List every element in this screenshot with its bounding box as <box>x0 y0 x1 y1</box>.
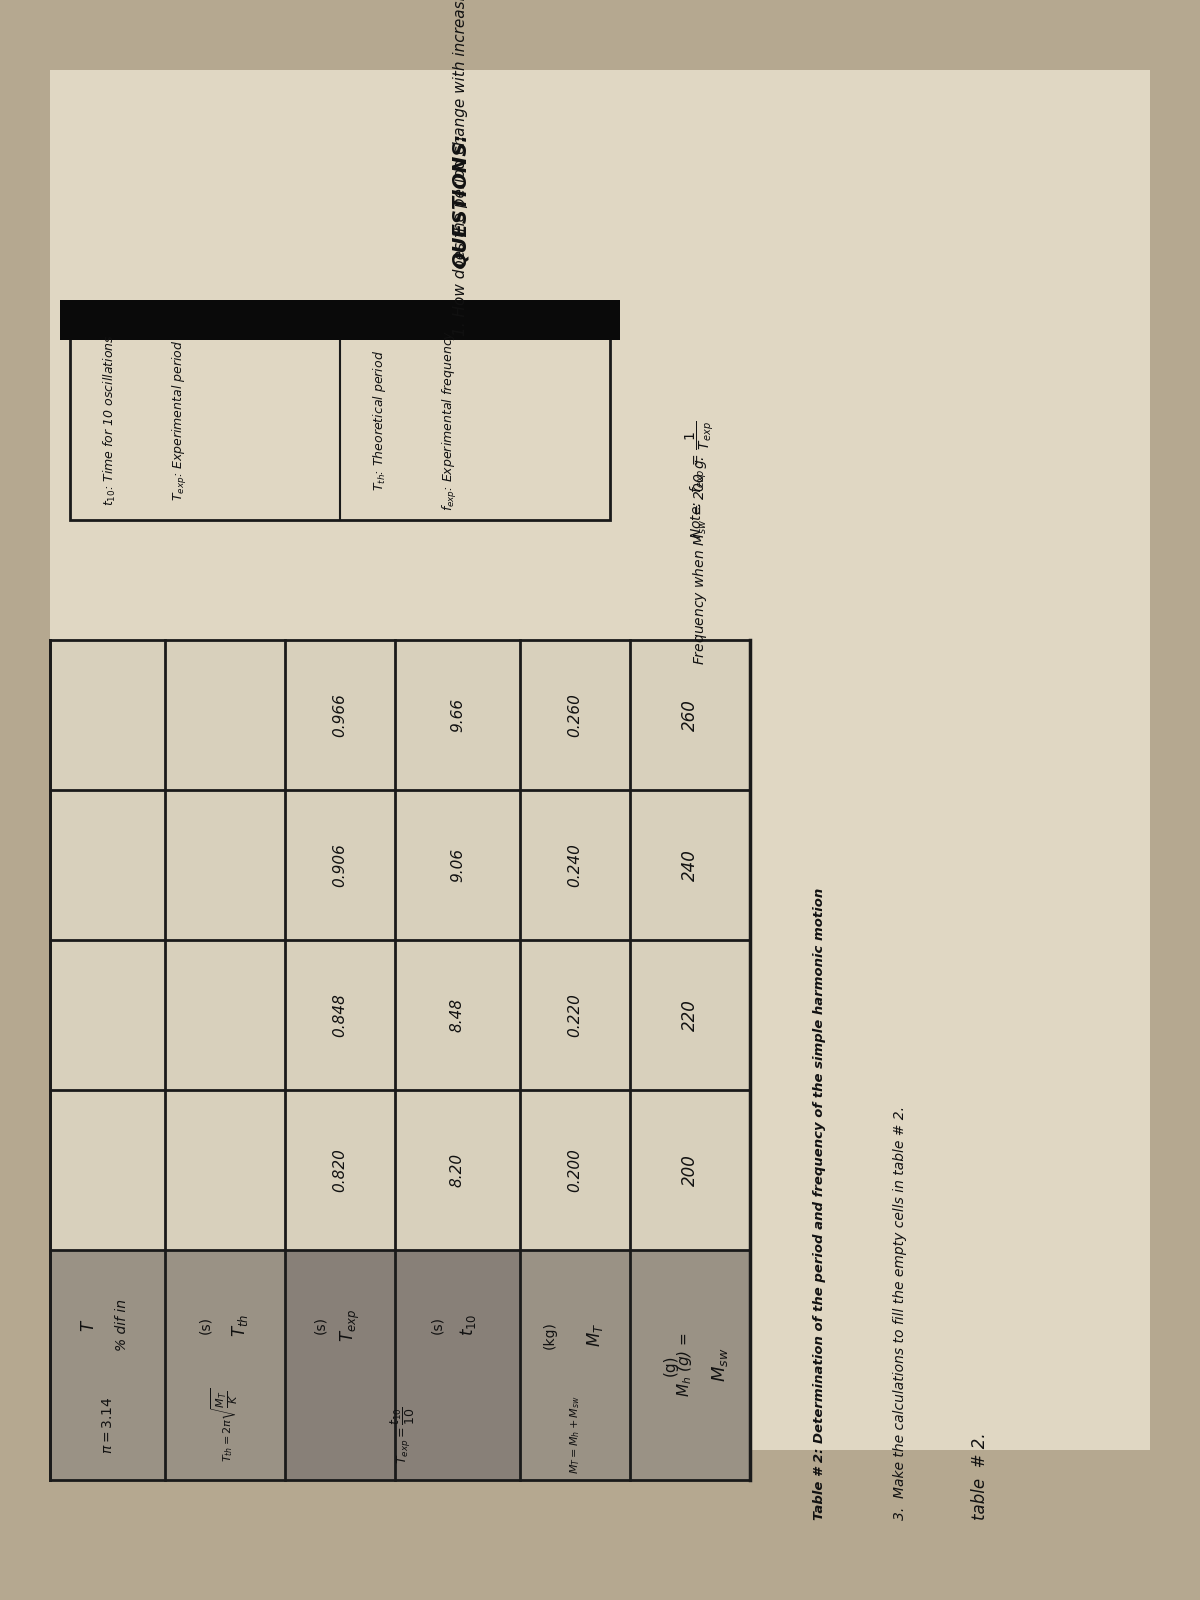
Text: $T_{th}$: Theoretical period: $T_{th}$: Theoretical period <box>372 349 389 491</box>
Polygon shape <box>50 939 750 1090</box>
Polygon shape <box>50 1250 750 1480</box>
Text: $T$: $T$ <box>80 1318 98 1331</box>
Text: 0.848: 0.848 <box>332 994 348 1037</box>
Text: $T_{th}$: $T_{th}$ <box>230 1314 250 1336</box>
Text: Table # 2: Determination of the period and frequency of the simple harmonic moti: Table # 2: Determination of the period a… <box>814 888 827 1520</box>
Polygon shape <box>50 1090 750 1250</box>
Text: $\pi = 3.14$: $\pi = 3.14$ <box>101 1397 114 1454</box>
Text: $M_{sw}$: $M_{sw}$ <box>710 1347 730 1382</box>
Text: (s): (s) <box>198 1315 212 1334</box>
Text: 9.06: 9.06 <box>450 848 466 882</box>
Text: 1. How does the period change with increasing mass?: 1. How does the period change with incre… <box>452 0 468 336</box>
Text: 0.820: 0.820 <box>332 1149 348 1192</box>
Text: $t_{10}$: Time for 10 oscillations: $t_{10}$: Time for 10 oscillations <box>102 334 118 506</box>
Text: % dif in: % dif in <box>115 1299 130 1350</box>
Text: $M_T = M_h + M_{sw}$: $M_T = M_h + M_{sw}$ <box>568 1395 582 1475</box>
Text: $T_{th} = 2\pi\sqrt{\dfrac{M_T}{K}}$: $T_{th} = 2\pi\sqrt{\dfrac{M_T}{K}}$ <box>209 1387 241 1462</box>
Text: 220: 220 <box>682 998 698 1030</box>
Text: $f_{exp}$: Experimental frequency: $f_{exp}$: Experimental frequency <box>442 330 458 510</box>
Text: 9.66: 9.66 <box>450 698 466 733</box>
Polygon shape <box>286 1250 395 1480</box>
Polygon shape <box>50 790 750 939</box>
Text: 200: 200 <box>682 1154 698 1186</box>
Text: $T_{exp}$: $T_{exp}$ <box>338 1309 361 1341</box>
Text: Frequency when $M_{sw}$ = 200 g.: Frequency when $M_{sw}$ = 200 g. <box>691 456 709 664</box>
Polygon shape <box>50 640 750 790</box>
Polygon shape <box>60 301 620 341</box>
Text: 0.220: 0.220 <box>568 994 582 1037</box>
Text: $T_{exp}$: Experimental period: $T_{exp}$: Experimental period <box>172 339 190 501</box>
Text: 3.  Make the calculations to fill the empty cells in table # 2.: 3. Make the calculations to fill the emp… <box>893 1106 907 1520</box>
Text: (kg): (kg) <box>542 1322 557 1349</box>
Text: table  # 2.: table # 2. <box>971 1432 989 1520</box>
Text: 240: 240 <box>682 850 698 882</box>
Text: Note:  $f_{exp}$ = $\dfrac{1}{T_{exp}}$: Note: $f_{exp}$ = $\dfrac{1}{T_{exp}}$ <box>684 421 716 539</box>
Text: 0.260: 0.260 <box>568 693 582 738</box>
Text: QUESTIONS:: QUESTIONS: <box>450 133 469 267</box>
Text: $T_{exp} = \dfrac{t_{10}}{10}$: $T_{exp} = \dfrac{t_{10}}{10}$ <box>389 1406 416 1464</box>
Text: $t_{10}$: $t_{10}$ <box>457 1314 478 1336</box>
Text: (s): (s) <box>313 1315 326 1334</box>
Text: $M_h$ (g) =: $M_h$ (g) = <box>676 1333 695 1397</box>
Text: (s): (s) <box>431 1315 444 1334</box>
Text: 0.966: 0.966 <box>332 693 348 738</box>
Text: 0.906: 0.906 <box>332 843 348 886</box>
FancyBboxPatch shape <box>50 70 1150 1450</box>
Text: 0.200: 0.200 <box>568 1149 582 1192</box>
Ellipse shape <box>0 1379 1200 1581</box>
Text: 8.48: 8.48 <box>450 998 466 1032</box>
Text: 0.240: 0.240 <box>568 843 582 886</box>
Text: $M_T$: $M_T$ <box>586 1323 605 1347</box>
Text: 260: 260 <box>682 699 698 731</box>
Polygon shape <box>395 1250 520 1480</box>
Text: (g): (g) <box>662 1354 678 1376</box>
Text: 8.20: 8.20 <box>450 1154 466 1187</box>
